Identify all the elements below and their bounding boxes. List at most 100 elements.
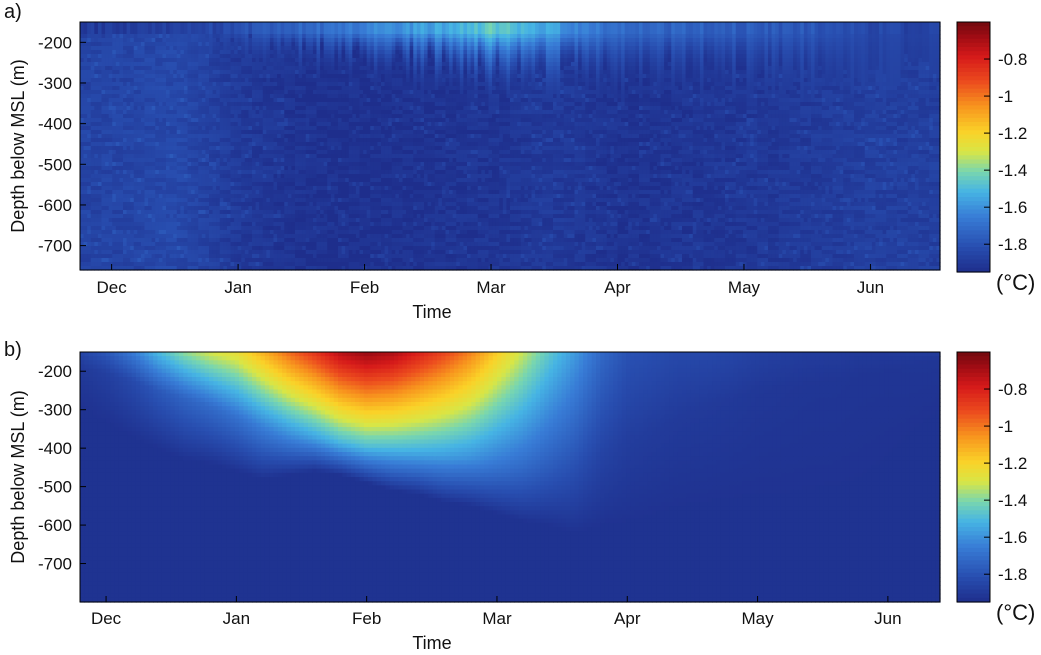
heatmap-cell — [80, 22, 84, 27]
heatmap-cell — [818, 38, 822, 43]
heatmap-cell — [281, 42, 285, 47]
heatmap-cell — [428, 34, 432, 39]
heatmap-cell — [747, 22, 751, 27]
heatmap-cell — [324, 26, 328, 31]
heatmap-cell — [707, 30, 711, 35]
heatmap-cell — [904, 38, 908, 43]
heatmap-cell — [589, 34, 593, 39]
heatmap-cell — [524, 38, 528, 43]
heatmap-cell — [331, 22, 335, 27]
heatmap-cell — [815, 38, 819, 43]
heatmap-cell — [879, 22, 883, 27]
heatmap-cell — [438, 26, 442, 31]
heatmap-cell — [180, 34, 184, 39]
heatmap-cell — [603, 30, 607, 35]
heatmap-cell — [707, 42, 711, 47]
heatmap-cell — [729, 30, 733, 35]
heatmap-cell — [327, 42, 331, 47]
heatmap-cell — [582, 26, 586, 31]
heatmap-cell — [786, 42, 790, 47]
heatmap-cell — [621, 42, 625, 47]
heatmap-cell — [302, 22, 306, 27]
heatmap-cell — [313, 46, 317, 51]
heatmap-cell — [553, 26, 557, 31]
heatmap-cell — [639, 30, 643, 35]
heatmap-cell — [721, 38, 725, 43]
heatmap-cell — [664, 34, 668, 39]
heatmap-cell — [772, 34, 776, 39]
heatmap-cell — [704, 42, 708, 47]
heatmap-cell — [696, 42, 700, 47]
heatmap-cell — [725, 38, 729, 43]
heatmap-cell — [377, 46, 381, 51]
heatmap-cell — [818, 26, 822, 31]
heatmap-cell — [274, 34, 278, 39]
heatmap-cell — [94, 46, 98, 51]
heatmap-cell — [270, 42, 274, 47]
heatmap-cell — [180, 30, 184, 35]
heatmap-cell — [277, 22, 281, 27]
heatmap-cell — [471, 38, 475, 43]
heatmap-cell — [804, 22, 808, 27]
heatmap-cell — [213, 34, 217, 39]
heatmap-cell — [714, 38, 718, 43]
heatmap-cell — [177, 30, 181, 35]
heatmap-cell — [718, 34, 722, 39]
heatmap-cell — [245, 46, 249, 51]
heatmap-cell — [897, 22, 901, 27]
heatmap-cell — [403, 46, 407, 51]
heatmap-cell — [725, 22, 729, 27]
heatmap-cell — [904, 42, 908, 47]
heatmap-cell — [198, 34, 202, 39]
heatmap-cell — [302, 46, 306, 51]
heatmap-cell — [790, 42, 794, 47]
heatmap-cell — [245, 30, 249, 35]
heatmap-cell — [263, 38, 267, 43]
heatmap-cell — [625, 42, 629, 47]
heatmap-cell — [428, 22, 432, 27]
heatmap-cell — [865, 30, 869, 35]
heatmap-cell — [775, 38, 779, 43]
heatmap-cell — [739, 30, 743, 35]
heatmap-cell — [847, 34, 851, 39]
heatmap-cell — [496, 22, 500, 27]
heatmap-cell — [191, 22, 195, 27]
heatmap-cell — [582, 38, 586, 43]
heatmap-cell — [589, 38, 593, 43]
heatmap-cell — [732, 38, 736, 43]
heatmap-cell — [216, 46, 220, 51]
heatmap-cell — [381, 38, 385, 43]
heatmap-cell — [84, 30, 88, 35]
heatmap-cell — [270, 26, 274, 31]
heatmap-cell — [671, 26, 675, 31]
heatmap-cell — [119, 30, 123, 35]
heatmap-cell — [295, 34, 299, 39]
heatmap-cell — [618, 38, 622, 43]
heatmap-cell — [549, 30, 553, 35]
heatmap-cell — [793, 30, 797, 35]
heatmap-cell — [517, 26, 521, 31]
heatmap-cell — [804, 30, 808, 35]
heatmap-cell — [449, 42, 453, 47]
heatmap-cell — [911, 34, 915, 39]
heatmap-cell — [188, 46, 192, 51]
heatmap-cell — [213, 22, 217, 27]
heatmap-cell — [474, 34, 478, 39]
heatmap-cell — [198, 22, 202, 27]
heatmap-cell — [417, 30, 421, 35]
heatmap-cell — [689, 26, 693, 31]
heatmap-cell — [130, 26, 134, 31]
heatmap-cell — [797, 26, 801, 31]
heatmap-cell — [327, 34, 331, 39]
heatmap-cell — [496, 38, 500, 43]
heatmap-cell — [886, 26, 890, 31]
heatmap-cell — [761, 22, 765, 27]
heatmap-cell — [829, 34, 833, 39]
heatmap-cell — [399, 26, 403, 31]
heatmap-cell — [356, 38, 360, 43]
heatmap-cell — [822, 30, 826, 35]
heatmap-cell — [549, 22, 553, 27]
heatmap-cell — [173, 46, 177, 51]
heatmap-cell — [209, 46, 213, 51]
heatmap-cell — [274, 38, 278, 43]
